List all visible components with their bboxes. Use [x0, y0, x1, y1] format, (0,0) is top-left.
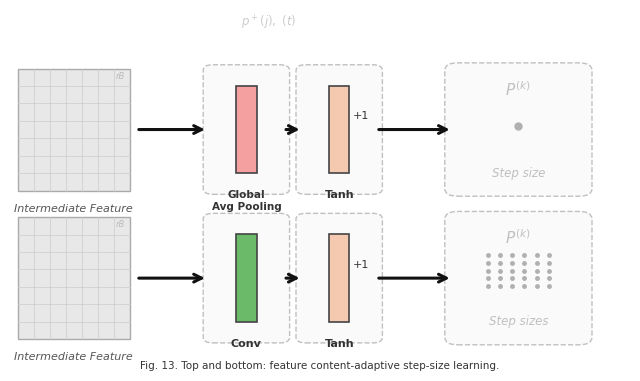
FancyBboxPatch shape — [204, 213, 290, 343]
Text: Fig. 13. Top and bottom: feature content-adaptive step-size learning.: Fig. 13. Top and bottom: feature content… — [140, 362, 500, 371]
Text: rB: rB — [115, 72, 124, 81]
Text: +1: +1 — [353, 111, 369, 121]
FancyBboxPatch shape — [445, 63, 592, 196]
FancyBboxPatch shape — [329, 86, 349, 173]
Text: Step sizes: Step sizes — [489, 315, 548, 328]
Text: Intermediate Feature: Intermediate Feature — [14, 204, 133, 214]
Text: $p^+(j),\ (t)$: $p^+(j),\ (t)$ — [241, 13, 296, 32]
FancyBboxPatch shape — [18, 69, 130, 190]
Text: Tanh: Tanh — [324, 339, 354, 349]
Text: Tanh: Tanh — [324, 190, 354, 200]
Text: $P^{(k)}$: $P^{(k)}$ — [506, 80, 531, 99]
Text: Intermediate Feature: Intermediate Feature — [14, 352, 133, 362]
FancyBboxPatch shape — [204, 65, 290, 194]
FancyBboxPatch shape — [445, 211, 592, 345]
Text: $P^{(k)}$: $P^{(k)}$ — [506, 229, 531, 248]
FancyBboxPatch shape — [329, 234, 349, 322]
FancyBboxPatch shape — [18, 217, 130, 339]
Text: Conv: Conv — [231, 339, 262, 349]
Text: Step size: Step size — [492, 167, 545, 180]
Text: Global
Avg Pooling: Global Avg Pooling — [212, 190, 281, 212]
FancyBboxPatch shape — [236, 234, 257, 322]
FancyBboxPatch shape — [296, 213, 383, 343]
Text: +1: +1 — [353, 260, 369, 270]
FancyBboxPatch shape — [236, 86, 257, 173]
FancyBboxPatch shape — [296, 65, 383, 194]
Text: rB: rB — [115, 220, 124, 229]
